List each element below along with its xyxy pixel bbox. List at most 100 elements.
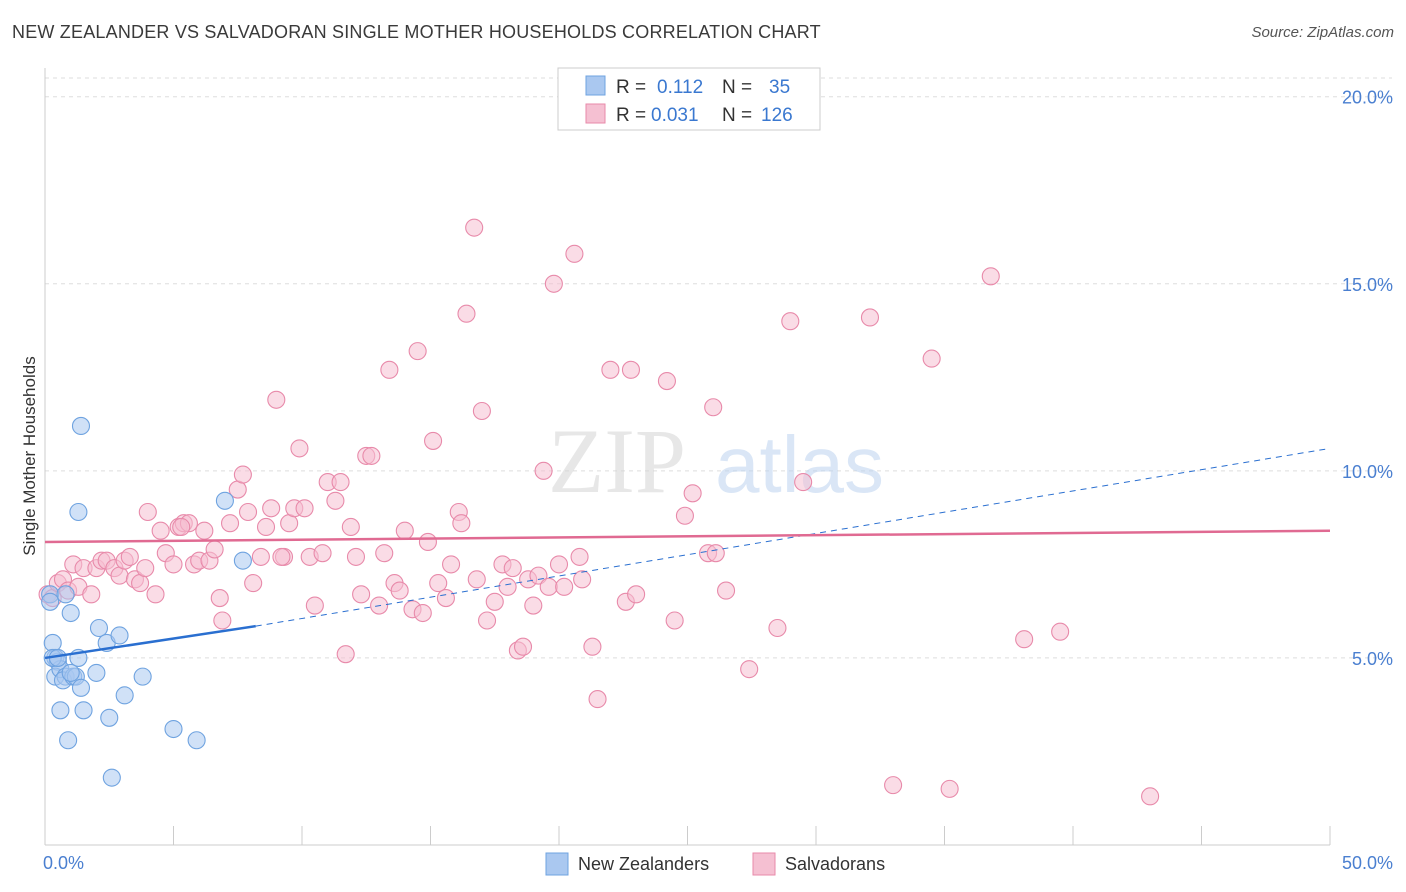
new-zealander-point-17 — [71, 416, 91, 436]
salvadoran-point-21 — [151, 521, 170, 540]
salvadoran-point-33 — [213, 611, 232, 630]
new-zealander-point-26 — [164, 719, 183, 739]
x-tick-label-max: 50.0% — [1342, 853, 1393, 873]
salvadoran-point-72 — [436, 589, 455, 608]
salvadoran-point-105 — [665, 611, 684, 630]
salvadoran-point-104 — [657, 372, 676, 391]
salvadoran-point-80 — [477, 611, 497, 630]
salvadoran-point-106 — [675, 506, 694, 525]
salvadoran-point-44 — [280, 514, 299, 533]
salvadoran-point-23 — [164, 555, 183, 574]
salvadoran-point-96 — [570, 547, 589, 566]
legend-n-value-1: 35 — [769, 77, 790, 98]
salvadoran-point-99 — [588, 690, 607, 709]
salvadoran-point-97 — [573, 570, 592, 589]
salvadoran-point-88 — [524, 596, 543, 615]
salvadoran-point-102 — [621, 360, 641, 379]
new-zealander-point-32 — [56, 585, 75, 604]
salvadoran-point-79 — [472, 401, 491, 421]
new-zealander-point-6 — [51, 701, 70, 720]
stats-legend: R = 0.112 N = 35 R = 0.031 N = 126 — [557, 67, 821, 131]
salvadoran-point-64 — [390, 581, 409, 600]
salvadoran-point-116 — [860, 308, 880, 327]
new-zealander-point-30 — [41, 592, 60, 611]
salvadoran-point-110 — [706, 544, 725, 563]
salvadoran-point-76 — [457, 304, 476, 323]
new-zealander-point-23 — [110, 626, 129, 645]
salvadoran-point-15 — [120, 547, 139, 566]
watermark: ZIP atlas — [548, 410, 884, 512]
salvadoran-point-86 — [513, 637, 533, 656]
y-tick-label-1: 10.0% — [1342, 462, 1393, 482]
salvadoran-point-50 — [313, 544, 332, 563]
new-zealander-point-16 — [74, 701, 93, 720]
salvadoran-point-112 — [740, 660, 759, 679]
bottom-legend-swatch-blue — [545, 852, 569, 876]
watermark-atlas: atlas — [715, 420, 884, 509]
salvadoran-point-42 — [267, 390, 286, 409]
salvadoran-point-122 — [1051, 622, 1070, 641]
salvadoran-point-123 — [1141, 787, 1160, 806]
salvadoran-point-115 — [794, 473, 813, 492]
salvadoran-point-98 — [583, 637, 602, 656]
salvadoran-point-46 — [290, 439, 309, 458]
axes — [44, 68, 1331, 846]
salvadoran-point-65 — [395, 521, 414, 540]
salvadoran-point-19 — [138, 502, 157, 522]
salvadoran-point-109 — [704, 398, 723, 417]
salvadoran-point-31 — [205, 540, 224, 559]
salvadoran-point-68 — [413, 603, 432, 623]
new-zealander-point-15 — [71, 678, 91, 697]
salvadoran-point-36 — [233, 465, 252, 484]
salvadoran-point-92 — [544, 274, 563, 293]
salvadoran-point-71 — [429, 574, 448, 593]
salvadoran-point-119 — [940, 779, 959, 798]
salvadoran-point-95 — [565, 244, 584, 263]
y-tick-labels: 5.0% 10.0% 15.0% 20.0% — [1342, 88, 1393, 669]
series-legend: New Zealanders Salvadorans — [545, 852, 885, 876]
legend-n-label-1: N = — [722, 77, 752, 98]
new-zealanders-trend-extension — [255, 447, 1331, 627]
salvadoran-point-62 — [380, 360, 399, 379]
trend-lines — [44, 447, 1331, 660]
source-label: Source: ZipAtlas.com — [1251, 24, 1394, 41]
new-zealander-point-27 — [187, 731, 206, 750]
bottom-legend-label-1: New Zealanders — [578, 854, 709, 874]
salvadoran-point-113 — [768, 618, 787, 638]
new-zealander-point-25 — [133, 667, 152, 686]
salvadoran-point-121 — [1015, 630, 1034, 649]
bottom-legend-swatch-pink — [752, 852, 776, 876]
chart-title: NEW ZEALANDER VS SALVADORAN SINGLE MOTHE… — [12, 22, 821, 42]
legend-r-label-2: R = — [616, 105, 646, 126]
salvadoran-point-47 — [295, 499, 314, 518]
y-tick-label-0: 5.0% — [1352, 649, 1393, 669]
salvadorans-points — [38, 218, 1160, 806]
salvadoran-point-8 — [82, 585, 101, 604]
new-zealander-point-10 — [61, 603, 80, 623]
new-zealander-point-24 — [115, 686, 134, 705]
salvadoran-point-17 — [131, 574, 150, 593]
salvadoran-point-118 — [922, 349, 941, 368]
salvadoran-point-13 — [110, 566, 129, 585]
salvadoran-point-20 — [146, 585, 165, 604]
salvadoran-point-89 — [529, 566, 548, 585]
salvadoran-point-93 — [549, 555, 569, 574]
x-tick-label-min: 0.0% — [43, 853, 84, 873]
salvadoran-point-52 — [326, 491, 345, 510]
new-zealander-point-33 — [61, 663, 80, 682]
salvadoran-point-29 — [195, 521, 214, 540]
salvadoran-point-120 — [981, 267, 1000, 286]
grid-lines — [45, 77, 1392, 659]
y-tick-label-3: 20.0% — [1342, 88, 1393, 108]
salvadoran-point-41 — [262, 499, 281, 518]
salvadoran-point-61 — [375, 544, 394, 563]
salvadoran-point-107 — [683, 484, 702, 503]
salvadoran-point-91 — [539, 577, 558, 596]
salvadoran-point-114 — [781, 312, 800, 331]
salvadoran-point-39 — [251, 547, 270, 566]
new-zealanders-trend-line — [44, 624, 256, 660]
salvadoran-point-124 — [172, 517, 191, 537]
legend-swatch-blue — [585, 75, 606, 96]
legend-n-value-2: 126 — [761, 105, 793, 126]
bottom-legend-label-2: Salvadorans — [785, 854, 885, 874]
